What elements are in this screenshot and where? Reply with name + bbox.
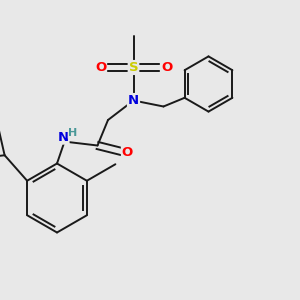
Text: O: O — [161, 61, 172, 74]
Text: N: N — [128, 94, 139, 107]
Text: O: O — [95, 61, 106, 74]
Text: O: O — [122, 146, 133, 160]
Text: N: N — [57, 130, 69, 144]
Text: S: S — [129, 61, 138, 74]
Text: H: H — [68, 128, 77, 138]
